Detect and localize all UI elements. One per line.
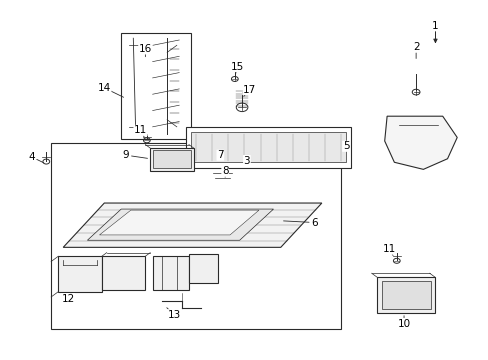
Text: 10: 10	[397, 319, 410, 329]
Text: 17: 17	[242, 85, 255, 95]
Polygon shape	[58, 256, 102, 292]
Text: 9: 9	[122, 150, 129, 160]
Polygon shape	[377, 278, 435, 313]
Text: 5: 5	[342, 141, 348, 151]
Text: 3: 3	[243, 156, 250, 166]
Text: 1: 1	[431, 21, 438, 31]
Text: 11: 11	[134, 125, 147, 135]
Text: 8: 8	[222, 166, 228, 176]
Polygon shape	[63, 203, 321, 247]
Polygon shape	[87, 209, 273, 240]
Text: 6: 6	[311, 217, 317, 228]
Polygon shape	[152, 256, 188, 290]
FancyBboxPatch shape	[121, 33, 191, 139]
Text: 2: 2	[412, 42, 419, 52]
Polygon shape	[188, 255, 218, 283]
Polygon shape	[99, 210, 259, 235]
Text: 7: 7	[217, 150, 223, 160]
FancyBboxPatch shape	[51, 143, 341, 329]
Polygon shape	[382, 281, 430, 309]
Text: 11: 11	[382, 244, 395, 254]
Polygon shape	[150, 148, 193, 171]
Text: 14: 14	[98, 83, 111, 93]
FancyBboxPatch shape	[186, 127, 350, 168]
Text: 16: 16	[139, 44, 152, 54]
Text: 4: 4	[28, 152, 35, 162]
Polygon shape	[152, 150, 191, 168]
FancyBboxPatch shape	[191, 132, 346, 162]
Text: 15: 15	[230, 62, 244, 72]
Text: 13: 13	[167, 310, 181, 320]
Polygon shape	[102, 256, 145, 290]
Polygon shape	[384, 116, 456, 169]
Text: 12: 12	[61, 294, 75, 304]
